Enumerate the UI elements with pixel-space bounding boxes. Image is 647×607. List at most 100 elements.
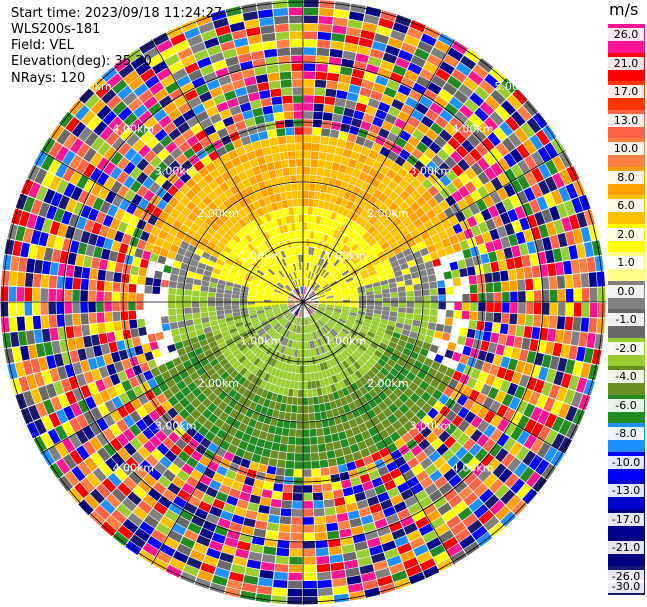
range-gate — [51, 249, 62, 263]
range-gate — [357, 128, 369, 139]
range-gate — [272, 185, 280, 195]
field-name: Field: VEL — [11, 38, 74, 53]
range-gate — [359, 269, 368, 277]
range-gate — [104, 146, 118, 161]
range-gate — [388, 392, 399, 403]
range-gate — [126, 202, 138, 215]
range-gate — [361, 341, 370, 349]
range-gate — [334, 298, 343, 301]
range-gate — [248, 293, 256, 297]
range-gate — [64, 470, 80, 487]
range-gate — [290, 255, 295, 264]
range-gate — [495, 344, 505, 356]
range-gate — [331, 375, 339, 384]
range-gate — [397, 542, 413, 555]
range-gate — [413, 432, 425, 445]
range-gate — [185, 392, 196, 403]
range-gate — [173, 414, 185, 426]
range-gate — [293, 308, 299, 315]
range-gate — [313, 500, 324, 509]
range-gate — [320, 327, 326, 335]
range-gate — [307, 223, 312, 231]
range-gate — [478, 293, 486, 302]
range-gate — [514, 205, 526, 220]
range-gate — [358, 298, 367, 302]
range-gate — [239, 228, 248, 237]
range-gate — [386, 442, 398, 454]
range-gate — [295, 300, 303, 302]
range-gate — [202, 321, 211, 329]
range-gate — [162, 437, 175, 450]
range-gate — [120, 127, 134, 142]
range-gate — [279, 303, 288, 306]
range-gate — [504, 369, 515, 382]
range-gate — [114, 361, 125, 373]
range-gate — [418, 327, 428, 335]
range-gate — [365, 262, 374, 270]
range-gate — [438, 89, 453, 102]
range-gate — [312, 283, 318, 290]
range-gate — [560, 373, 572, 389]
range-gate — [187, 212, 198, 222]
range-gate — [395, 322, 404, 329]
range-gate — [32, 273, 42, 288]
range-gate — [584, 241, 594, 258]
range-gate — [330, 211, 338, 221]
range-gate — [303, 127, 313, 135]
range-gate — [176, 308, 184, 315]
range-gate — [291, 281, 296, 289]
range-gate — [131, 451, 145, 465]
range-gate — [489, 500, 505, 515]
range-gate — [492, 322, 501, 334]
range-gate — [447, 137, 461, 150]
range-gate — [333, 249, 341, 257]
range-gate — [274, 360, 280, 369]
range-gate — [382, 436, 394, 447]
range-gate — [376, 25, 392, 37]
range-gate — [376, 346, 386, 354]
range-gate — [234, 86, 248, 97]
range-gate — [158, 381, 169, 393]
range-gate — [263, 274, 271, 281]
range-gate — [100, 343, 111, 355]
range-gate — [256, 292, 264, 296]
range-gate — [226, 366, 236, 375]
range-gate — [413, 283, 422, 291]
range-gate — [329, 129, 340, 139]
range-gate — [340, 341, 348, 349]
range-gate — [341, 328, 350, 335]
range-gate — [335, 146, 345, 156]
range-gate — [8, 302, 17, 317]
range-gate — [548, 384, 560, 399]
range-gate — [305, 254, 308, 263]
range-gate — [264, 240, 272, 249]
range-gate — [511, 245, 521, 258]
range-gate — [238, 171, 248, 181]
range-gate — [586, 257, 596, 272]
range-gate — [288, 364, 293, 373]
range-gate — [230, 225, 239, 235]
range-gate — [200, 437, 212, 449]
range-gate — [431, 437, 443, 450]
range-gate — [311, 356, 316, 365]
range-gate — [583, 347, 594, 364]
range-gate — [274, 369, 281, 378]
range-gate — [327, 393, 335, 402]
range-gate — [111, 137, 126, 151]
range-gate — [407, 259, 417, 268]
range-gate — [295, 300, 303, 302]
range-gate — [309, 280, 314, 288]
range-gate — [438, 393, 450, 405]
range-gate — [523, 326, 533, 339]
range-gate — [344, 559, 359, 570]
range-gate — [317, 267, 323, 275]
range-gate — [195, 267, 205, 275]
range-gate — [208, 540, 224, 552]
range-gate — [300, 333, 303, 342]
range-gate — [316, 555, 330, 565]
range-gate — [313, 364, 318, 373]
range-gate — [475, 393, 487, 406]
range-gate — [363, 259, 372, 267]
range-gate — [403, 172, 415, 184]
range-gate — [307, 389, 313, 397]
